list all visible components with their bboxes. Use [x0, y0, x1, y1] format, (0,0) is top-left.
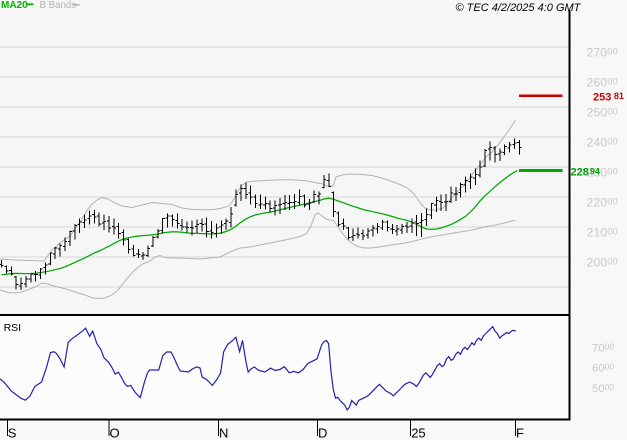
- svg-text:20000: 20000: [587, 256, 618, 270]
- svg-text:21000: 21000: [587, 226, 618, 240]
- svg-text:26000: 26000: [587, 76, 618, 90]
- svg-text:S: S: [8, 426, 17, 440]
- svg-text:N: N: [219, 426, 228, 440]
- svg-text:RSI: RSI: [4, 322, 22, 334]
- svg-text:MA20: MA20: [1, 0, 28, 11]
- svg-text:6000: 6000: [592, 362, 614, 375]
- svg-text:F: F: [516, 426, 524, 440]
- svg-text:25000: 25000: [587, 106, 618, 120]
- svg-text:7000: 7000: [592, 342, 614, 355]
- svg-text:22894: 22894: [571, 166, 600, 178]
- svg-text:5000: 5000: [592, 382, 614, 395]
- svg-text:22000: 22000: [587, 196, 618, 210]
- svg-text:D: D: [318, 426, 327, 440]
- svg-text:B Bands: B Bands: [40, 0, 77, 11]
- svg-text:27000: 27000: [587, 46, 618, 60]
- svg-text:25: 25: [411, 426, 425, 440]
- svg-text:24000: 24000: [587, 136, 618, 150]
- svg-text:O: O: [110, 426, 120, 440]
- svg-text:© TEC 4/2/2025 4:0 GMT: © TEC 4/2/2025 4:0 GMT: [456, 2, 582, 14]
- svg-text:23000: 23000: [587, 166, 618, 180]
